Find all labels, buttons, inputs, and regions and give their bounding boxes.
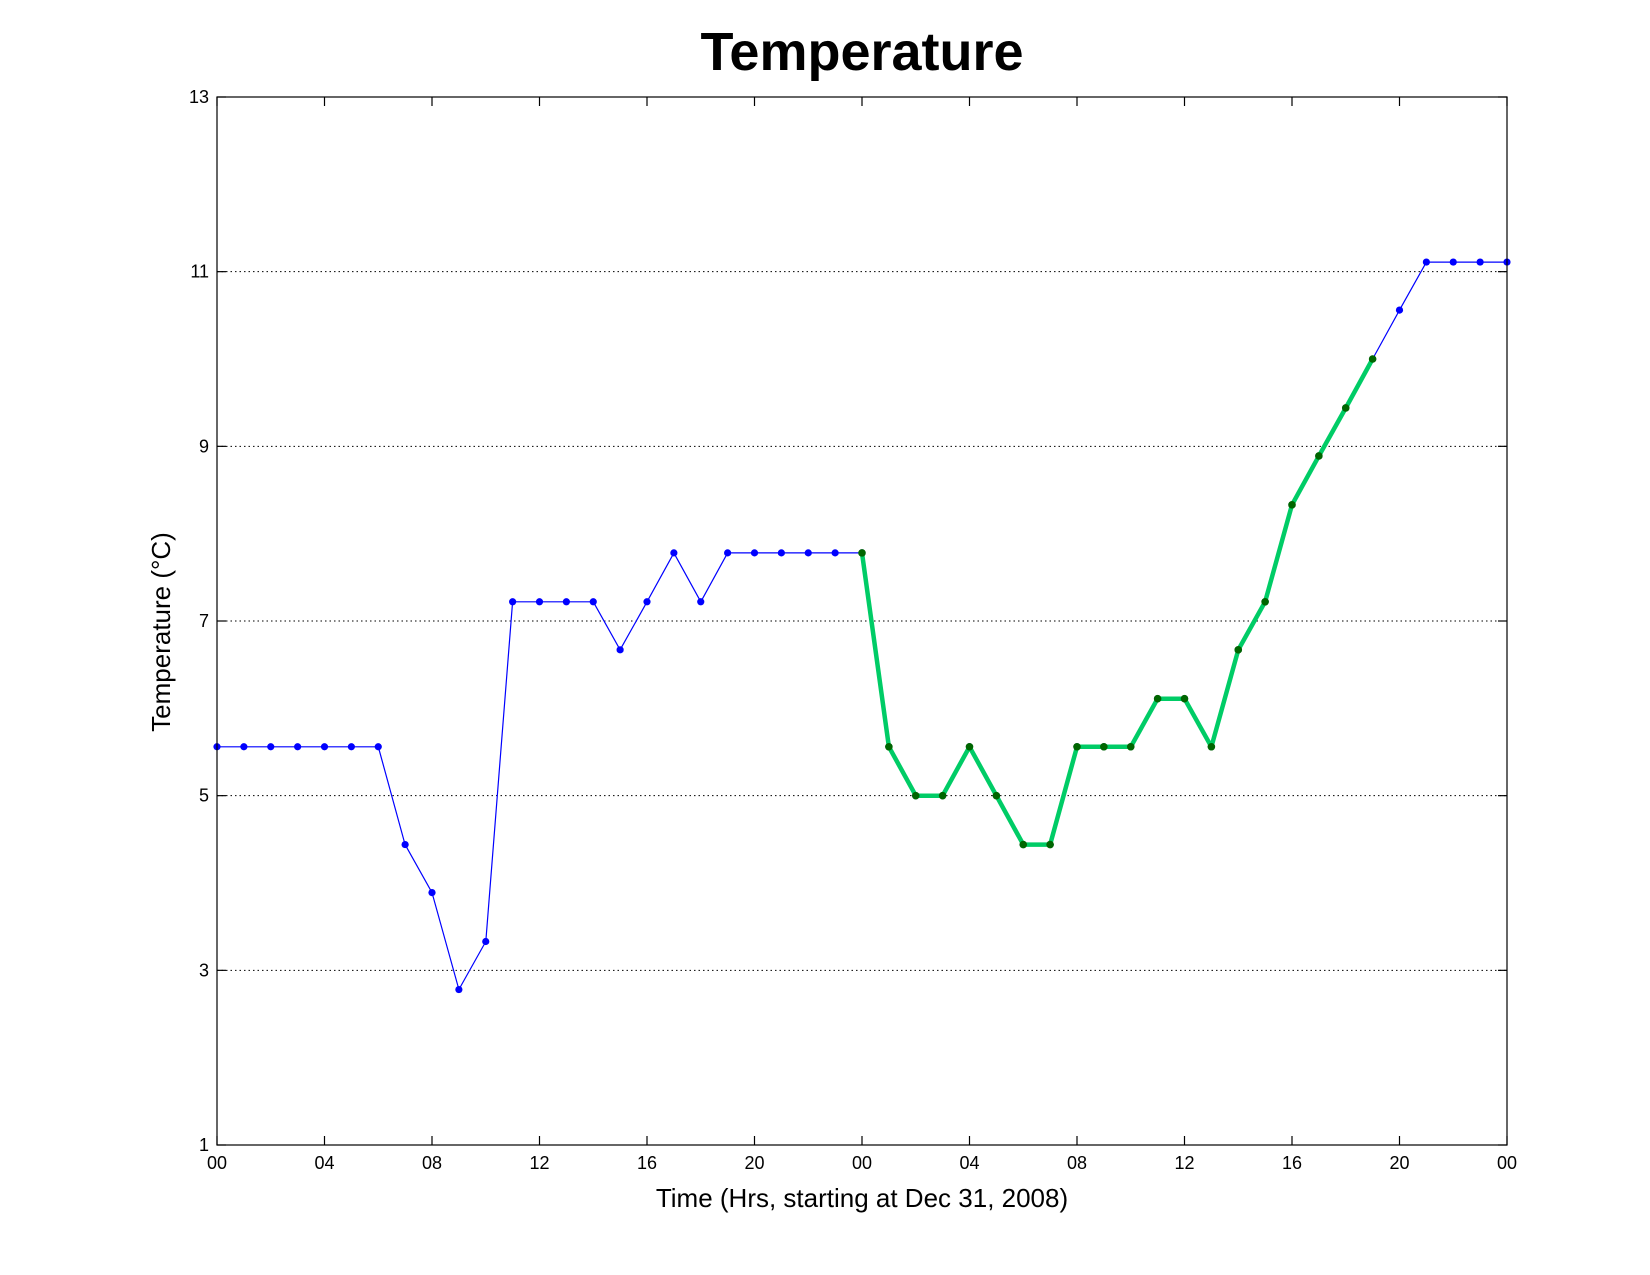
series-1-point	[750, 549, 759, 557]
series-2-point	[1234, 646, 1243, 654]
x-tick-label: 12	[529, 1153, 549, 1173]
x-tick-label: 04	[314, 1153, 334, 1173]
series-2-point	[1180, 694, 1189, 703]
x-tick-label: 04	[959, 1153, 979, 1173]
series-layer	[213, 258, 1511, 994]
series-2-point	[1046, 840, 1054, 849]
series-2-point	[1073, 742, 1081, 751]
series-1-point	[643, 598, 651, 606]
series-2-point	[885, 742, 893, 751]
series-1-point	[589, 598, 597, 606]
series-1-point	[374, 743, 382, 751]
y-tick-label: 1	[199, 1135, 209, 1155]
series-1-point	[697, 598, 705, 606]
series-1-point	[320, 743, 329, 751]
series-2-point	[1288, 501, 1296, 509]
series-1-point	[428, 889, 436, 897]
x-tick-label: 16	[637, 1153, 657, 1173]
series-1-point	[509, 598, 517, 606]
series-1-point	[831, 549, 839, 557]
x-tick-label: 20	[1389, 1153, 1409, 1173]
series-1-point	[455, 985, 463, 994]
series-2-point	[858, 549, 866, 557]
series-2-point	[1126, 742, 1135, 751]
series-1-point	[724, 549, 732, 557]
series-1-point	[1476, 258, 1484, 266]
series-1-point	[1422, 258, 1430, 266]
series-2-point	[1341, 404, 1350, 412]
series-1-point	[294, 743, 302, 751]
series-line-2	[859, 356, 1375, 847]
x-axis-label: Time (Hrs, starting at Dec 31, 2008)	[656, 1183, 1068, 1213]
series-2-point	[911, 791, 920, 800]
x-tick-label: 20	[744, 1153, 764, 1173]
y-tick-label: 13	[189, 87, 209, 107]
x-tick-label: 16	[1282, 1153, 1302, 1173]
series-2-point	[1019, 840, 1028, 849]
series-1-point	[535, 598, 544, 606]
x-tick-label: 00	[207, 1153, 227, 1173]
series-1-point	[401, 840, 409, 849]
series-2-point	[1153, 694, 1162, 703]
series-2-point	[1207, 742, 1216, 751]
x-tick-label: 08	[1067, 1153, 1087, 1173]
x-tick-label: 00	[852, 1153, 872, 1173]
grid-lines	[217, 271, 1507, 971]
series-2-point	[1100, 742, 1108, 751]
series-2-point	[1315, 452, 1323, 460]
series-2-point	[1261, 597, 1269, 606]
series-2-point	[938, 791, 947, 800]
series-2-point	[965, 742, 974, 751]
y-tick-label: 5	[199, 786, 209, 806]
y-tick-label: 7	[199, 611, 209, 631]
series-1-point	[1449, 258, 1457, 266]
series-2-point	[992, 791, 1001, 800]
series-1-point	[670, 549, 678, 557]
series-1-point	[616, 646, 624, 654]
y-axis-label: Temperature (°C)	[146, 532, 176, 732]
y-tick-label: 3	[199, 960, 209, 980]
y-tick-label: 11	[190, 262, 209, 282]
series-1-point	[482, 937, 490, 946]
series-1-point	[804, 549, 812, 557]
chart-title: Temperature	[700, 22, 1023, 82]
series-2-point	[1368, 355, 1377, 363]
series-1-point	[1395, 306, 1404, 314]
x-tick-label: 12	[1174, 1153, 1194, 1173]
x-tick-label: 08	[422, 1153, 442, 1173]
series-1-point	[267, 743, 275, 751]
x-tick-label: 00	[1497, 1153, 1517, 1173]
series-1-point	[347, 743, 355, 751]
y-tick-label: 9	[199, 436, 209, 456]
series-1-point	[240, 743, 248, 751]
series-1-point	[562, 598, 570, 606]
series-1-point	[777, 549, 785, 557]
